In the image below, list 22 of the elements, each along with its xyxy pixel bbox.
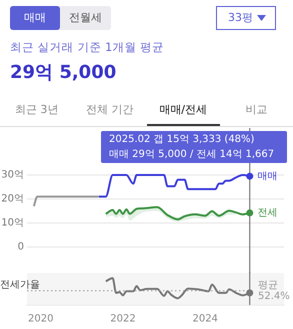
- x-tick-label: 2024: [192, 314, 218, 325]
- text: 33평: [228, 11, 253, 24]
- chart-title: 29억 5,000: [10, 61, 116, 84]
- text: 매매: [10, 6, 60, 30]
- y-tick-label: 30억: [1, 170, 24, 181]
- text: 전월세: [68, 10, 103, 26]
- x-tick-label: 2022: [110, 314, 136, 325]
- text: 최근 3년: [14, 102, 60, 118]
- ref-line-label: 평균 52.4%: [258, 280, 290, 302]
- y-tick-label: 0: [18, 242, 24, 253]
- series-label: 전세: [258, 208, 278, 219]
- chart-subtitle: 최근 실거래 기준 1개월 평균: [10, 40, 164, 55]
- text: 비교: [244, 102, 268, 118]
- y-tick-label: 10억: [1, 218, 24, 229]
- y-tick-label: 20억: [1, 194, 24, 205]
- text: 2025.02 갭 15억 3,333 (48%): [109, 133, 256, 147]
- text: 매매 29억 5,000 / 전세 14억 1,667: [109, 148, 276, 162]
- text: 매매/전세: [146, 97, 220, 126]
- x-tick-label: 2020: [28, 314, 54, 325]
- series-label: 매매: [258, 170, 278, 182]
- text: 전체 기간: [85, 102, 135, 118]
- y-axis-title: 전세가율: [0, 280, 40, 291]
